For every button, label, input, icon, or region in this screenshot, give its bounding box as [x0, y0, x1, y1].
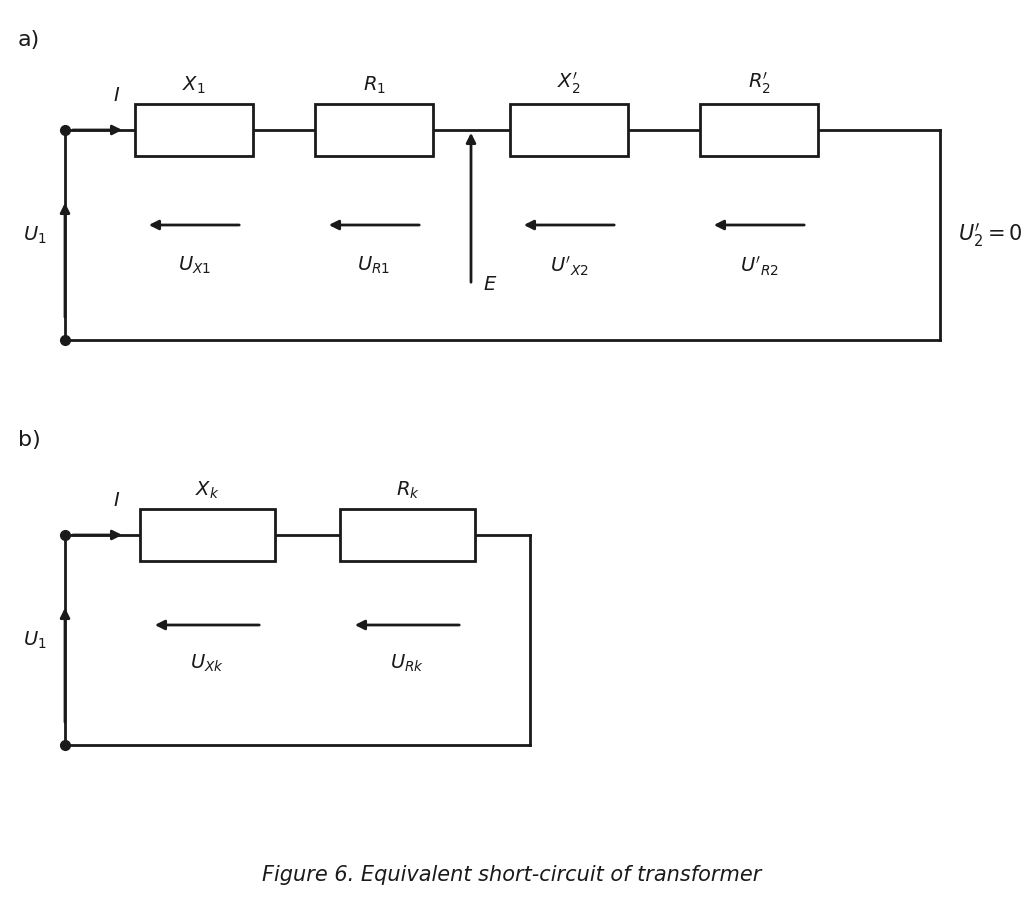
Text: $U_{Rk}$: $U_{Rk}$: [390, 653, 424, 674]
Text: $R_1$: $R_1$: [362, 75, 385, 96]
Text: $U_{R1}$: $U_{R1}$: [357, 255, 390, 277]
Text: $U'_{X2}$: $U'_{X2}$: [550, 255, 589, 278]
Text: $X_1$: $X_1$: [182, 75, 206, 96]
Bar: [700, 104, 818, 156]
Bar: [135, 104, 253, 156]
Text: b): b): [18, 430, 41, 450]
Text: $U_{Xk}$: $U_{Xk}$: [190, 653, 224, 674]
Text: $U_{X1}$: $U_{X1}$: [177, 255, 211, 277]
Text: Figure 6. Equivalent short-circuit of transformer: Figure 6. Equivalent short-circuit of tr…: [262, 865, 762, 885]
Text: $U_1$: $U_1$: [24, 630, 47, 651]
Text: a): a): [18, 30, 40, 50]
Text: $I$: $I$: [114, 491, 121, 510]
Bar: [510, 104, 628, 156]
Bar: [140, 509, 275, 561]
Bar: [315, 104, 433, 156]
Text: $R_k$: $R_k$: [395, 480, 420, 501]
Text: $R_2'$: $R_2'$: [748, 70, 770, 96]
Text: $X_2'$: $X_2'$: [557, 70, 581, 96]
Text: $U_1$: $U_1$: [24, 225, 47, 246]
Text: $E$: $E$: [483, 275, 498, 294]
Bar: [340, 509, 475, 561]
Text: $X_k$: $X_k$: [196, 480, 220, 501]
Text: $U_2' = 0$: $U_2' = 0$: [958, 221, 1023, 249]
Text: $I$: $I$: [114, 86, 121, 105]
Text: $U'_{R2}$: $U'_{R2}$: [739, 255, 778, 278]
